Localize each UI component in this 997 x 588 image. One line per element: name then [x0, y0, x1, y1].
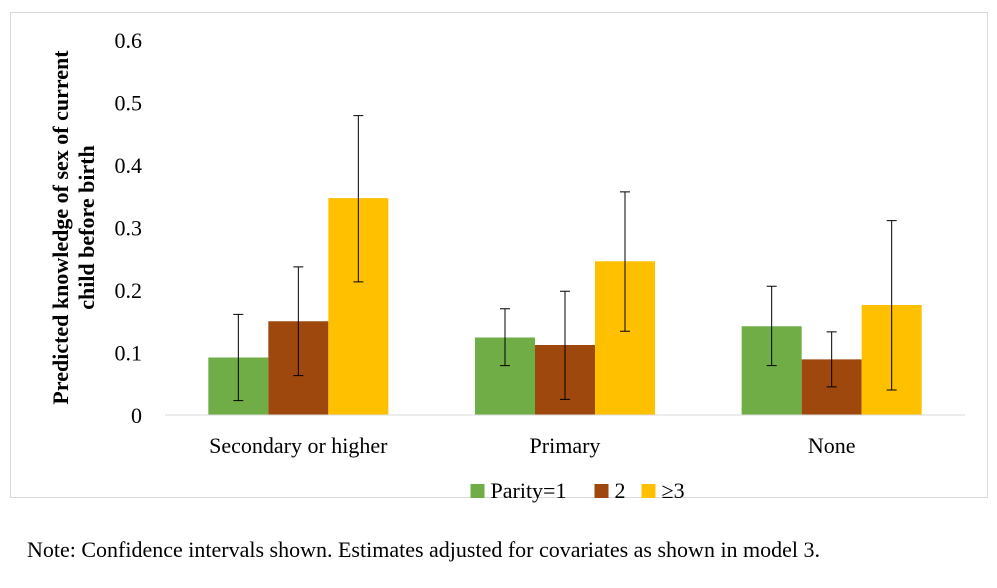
y-tick-label: 0.1 [115, 341, 143, 366]
legend-label: 2 [615, 478, 626, 503]
y-axis-label: Predicted knowledge of sex of current [48, 50, 73, 405]
x-category-label: Secondary or higher [209, 433, 388, 458]
legend-label: ≥3 [662, 478, 685, 503]
x-category-label: Primary [530, 433, 601, 458]
y-tick-label: 0.6 [115, 28, 143, 53]
chart-frame [10, 12, 988, 498]
chart-note: Note: Confidence intervals shown. Estima… [27, 537, 821, 562]
y-tick-label: 0.4 [115, 153, 143, 178]
y-tick-label: 0.5 [115, 91, 143, 116]
y-tick-label: 0.3 [115, 216, 143, 241]
legend-label: Parity=1 [491, 478, 567, 503]
y-tick-label: 0.2 [115, 278, 143, 303]
legend-swatch [470, 484, 485, 498]
legend-swatch [641, 484, 656, 498]
x-category-label: None [808, 433, 856, 458]
y-axis-label: child before birth [74, 145, 99, 310]
legend-swatch [594, 484, 609, 498]
y-tick-label: 0 [131, 403, 142, 428]
